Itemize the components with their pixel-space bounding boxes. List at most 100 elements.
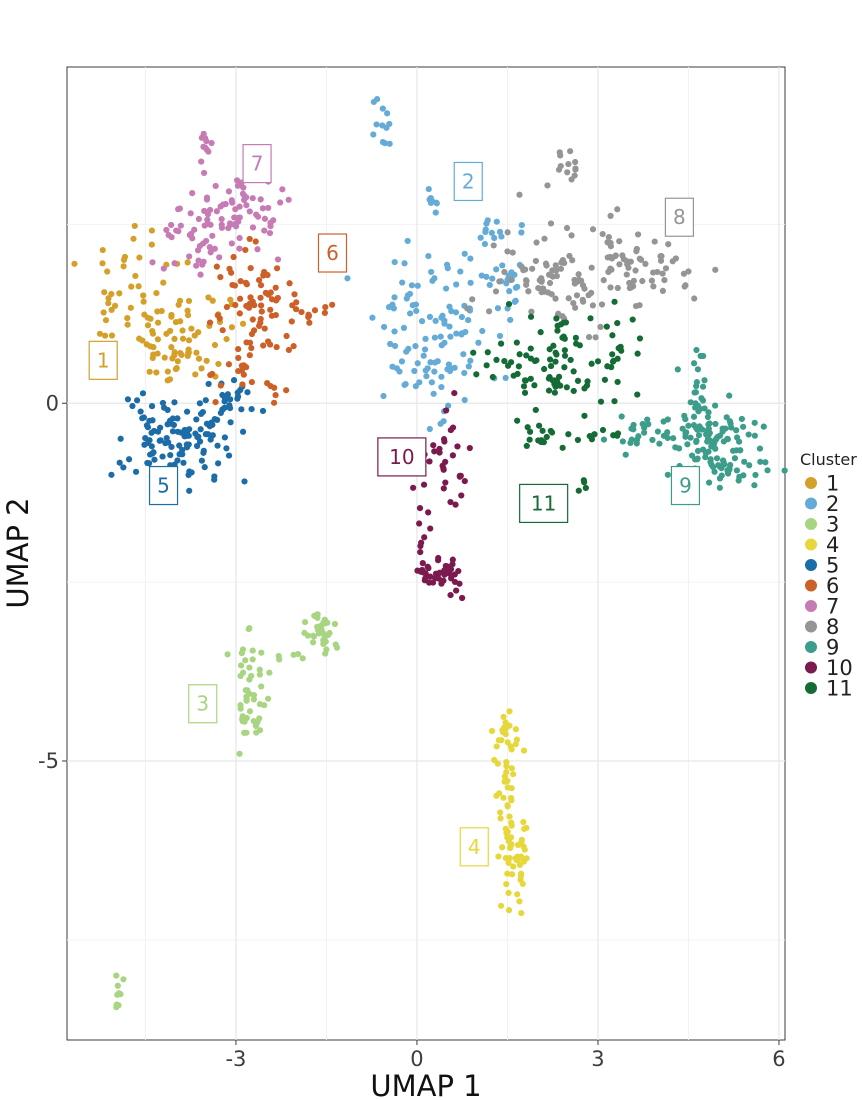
data-point xyxy=(458,313,465,321)
data-point xyxy=(699,383,707,390)
cluster-label-text: 6 xyxy=(326,241,339,265)
data-point xyxy=(451,571,458,578)
data-point xyxy=(197,271,204,278)
data-point xyxy=(143,422,151,429)
data-point xyxy=(729,447,737,454)
data-point xyxy=(711,468,718,475)
axis-ticks: -3 0 3 6 -5 0 xyxy=(38,391,786,1071)
data-point xyxy=(490,242,497,249)
legend-item-4: 4 xyxy=(805,533,839,557)
data-point xyxy=(108,471,115,478)
data-point xyxy=(542,260,550,267)
data-point xyxy=(290,651,297,658)
data-point xyxy=(565,295,572,302)
data-point xyxy=(241,729,248,736)
legend-key xyxy=(805,600,817,612)
data-point xyxy=(634,231,642,238)
data-point xyxy=(244,389,251,396)
data-point xyxy=(650,269,657,276)
data-point xyxy=(374,96,381,103)
data-point xyxy=(659,270,666,277)
data-point xyxy=(555,310,562,317)
data-point xyxy=(442,479,449,486)
data-point xyxy=(191,226,198,233)
data-point xyxy=(533,239,540,246)
data-point xyxy=(699,397,707,404)
legend-label: 4 xyxy=(826,533,839,557)
data-point xyxy=(589,302,596,309)
data-point xyxy=(239,716,246,723)
data-point xyxy=(497,809,504,816)
data-point xyxy=(250,696,257,703)
data-point xyxy=(664,429,671,436)
data-point xyxy=(100,309,107,316)
data-point xyxy=(484,349,491,356)
data-point xyxy=(116,290,123,297)
data-point xyxy=(517,870,525,877)
cluster-label-5: 5 xyxy=(148,465,179,506)
data-point xyxy=(588,436,596,443)
data-point xyxy=(563,224,571,232)
data-point xyxy=(496,278,503,285)
data-point xyxy=(427,525,434,532)
data-point xyxy=(219,391,226,399)
data-point xyxy=(642,260,649,267)
data-point xyxy=(751,482,758,489)
data-point xyxy=(700,352,707,360)
data-point xyxy=(248,344,255,352)
data-point xyxy=(249,647,256,654)
data-point xyxy=(228,324,236,331)
data-point xyxy=(438,383,445,391)
data-point xyxy=(502,725,509,733)
data-point xyxy=(745,431,752,438)
data-point xyxy=(724,436,731,443)
data-point xyxy=(442,458,449,466)
data-point xyxy=(550,342,557,349)
data-point xyxy=(441,320,448,327)
data-point xyxy=(508,822,515,829)
data-point xyxy=(505,838,512,845)
data-point xyxy=(432,209,439,216)
cluster-label-text: 11 xyxy=(531,491,556,515)
data-point xyxy=(149,417,156,424)
data-point xyxy=(423,373,430,380)
data-point xyxy=(514,417,521,424)
data-point xyxy=(654,428,661,435)
data-point xyxy=(248,405,255,413)
data-point xyxy=(407,310,414,317)
data-point xyxy=(185,297,193,305)
data-point xyxy=(440,485,447,492)
data-point xyxy=(503,763,510,770)
data-point xyxy=(611,398,618,405)
data-point xyxy=(430,390,437,397)
data-point xyxy=(588,289,595,296)
data-point xyxy=(518,910,525,917)
data-point xyxy=(687,434,694,441)
data-point xyxy=(273,297,280,304)
data-point xyxy=(684,441,691,448)
data-point xyxy=(416,520,423,527)
data-point xyxy=(430,442,437,449)
data-point xyxy=(619,438,626,445)
data-point xyxy=(575,487,582,494)
data-point xyxy=(498,737,505,744)
data-point xyxy=(461,478,468,485)
data-point xyxy=(277,199,284,206)
data-point xyxy=(564,169,571,176)
data-point xyxy=(380,392,387,400)
data-point xyxy=(726,466,733,473)
data-point xyxy=(272,284,279,291)
data-point xyxy=(527,313,535,320)
data-point xyxy=(661,277,668,284)
data-point xyxy=(173,227,180,234)
data-point xyxy=(664,471,671,478)
data-point xyxy=(257,294,264,301)
legend-key xyxy=(805,661,817,674)
data-point xyxy=(218,221,225,228)
data-point xyxy=(235,346,242,353)
data-point xyxy=(256,666,263,673)
data-point xyxy=(255,276,263,284)
data-point xyxy=(406,290,414,297)
data-point xyxy=(615,345,622,352)
data-point xyxy=(425,509,432,516)
